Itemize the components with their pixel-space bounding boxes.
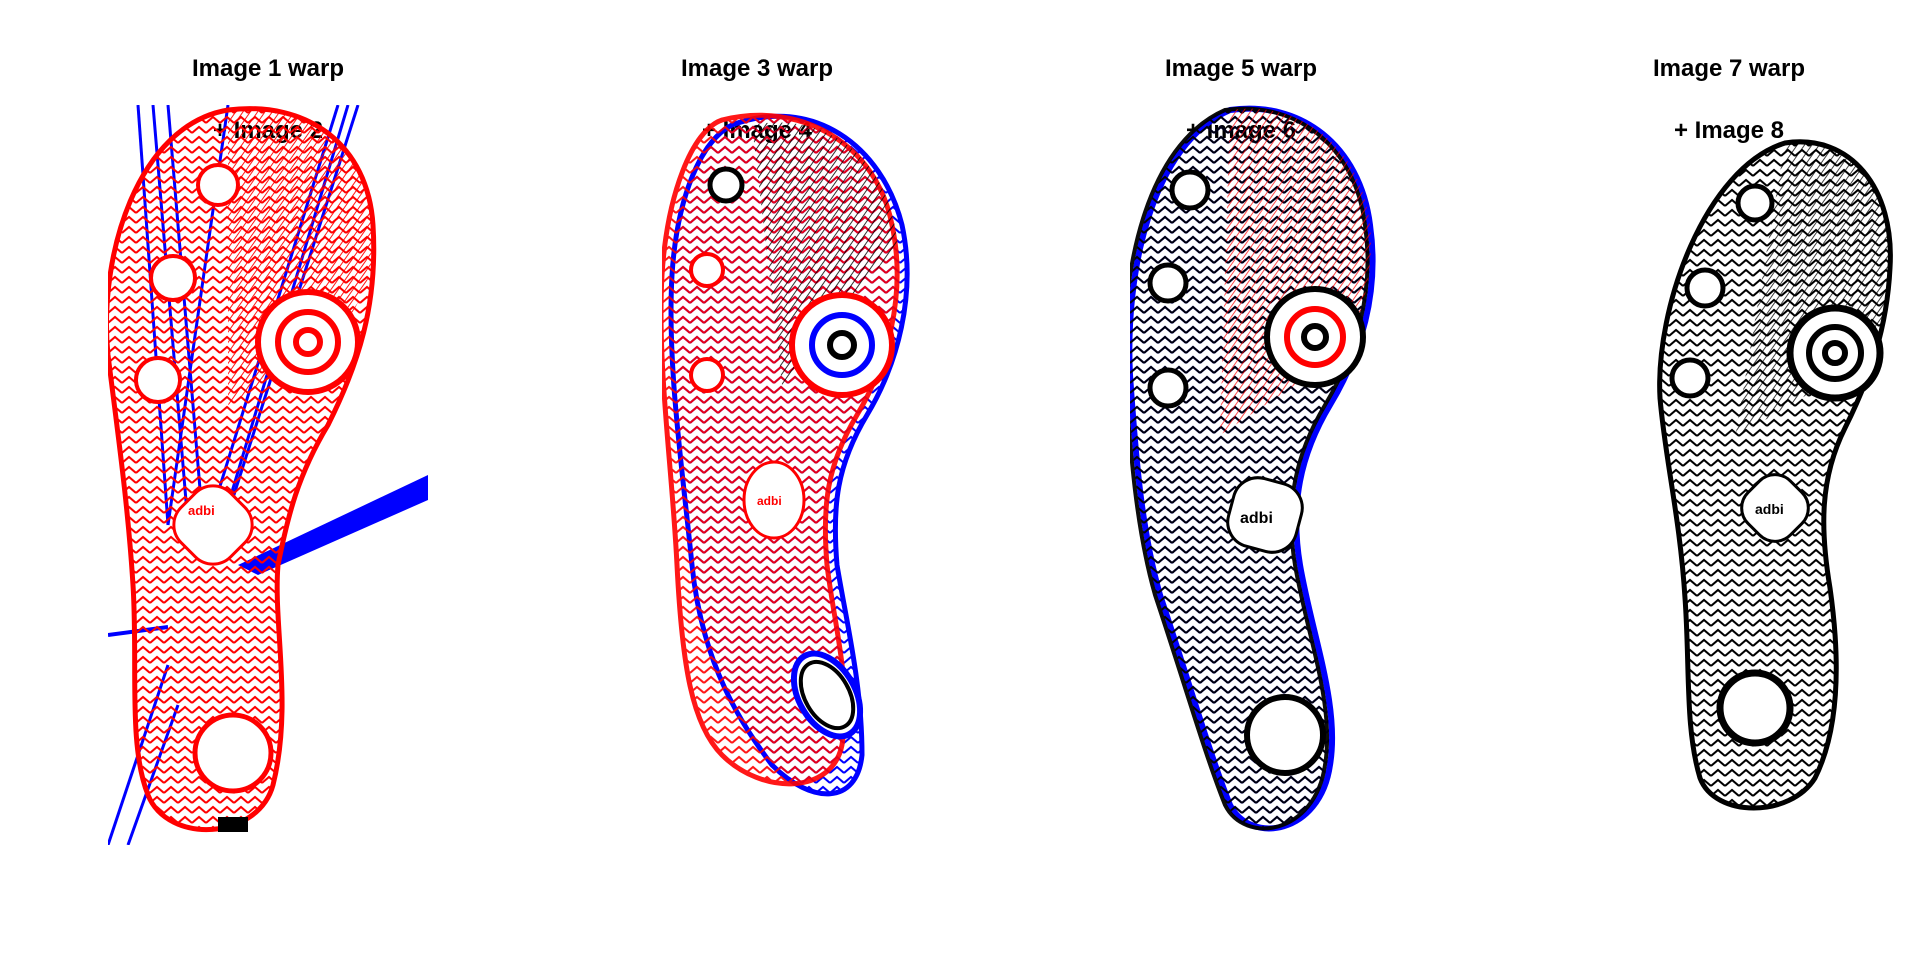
panel-1-overlay-image: adbi: [108, 105, 428, 845]
panel-1-logo-text: adbi: [188, 503, 215, 518]
panel-4-overlay-image: adbi: [1657, 139, 1893, 811]
panel-2-title-line1: Image 3 warp: [680, 55, 834, 82]
panel-2-logo-text: adbi: [757, 494, 782, 508]
panel-2-overlay-image: adbi: [662, 112, 910, 797]
panel-3-logo-text: adbi: [1240, 510, 1273, 527]
panel-1-title-line1: Image 1 warp: [191, 55, 345, 82]
panel-3-title-line1: Image 5 warp: [1164, 55, 1318, 82]
panel-3-overlay-image: adbi: [1130, 105, 1376, 832]
panel-4-title-line2: + Image 8: [1673, 117, 1785, 144]
panel-4-title: Image 7 warp + Image 8: [1529, 22, 1920, 177]
panel-4-logo-text: adbi: [1755, 501, 1784, 517]
panel-4-title-line1: Image 7 warp: [1652, 55, 1806, 82]
